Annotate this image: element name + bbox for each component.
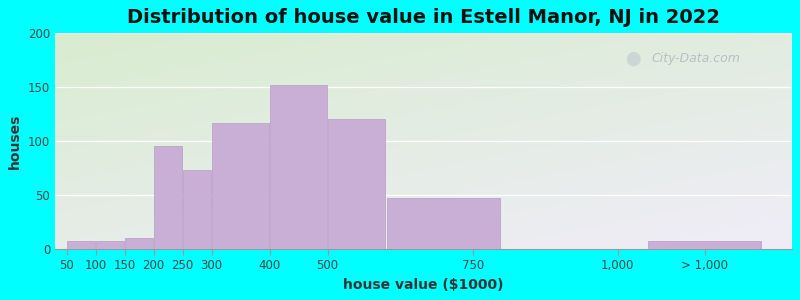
Bar [213,122,269,249]
Bar [387,198,500,249]
Bar [329,119,385,249]
Bar [67,241,95,249]
Title: Distribution of house value in Estell Manor, NJ in 2022: Distribution of house value in Estell Ma… [127,8,720,27]
Text: City-Data.com: City-Data.com [652,52,741,65]
Bar [96,241,124,249]
Bar [154,146,182,249]
X-axis label: house value ($1000): house value ($1000) [343,278,503,292]
Y-axis label: houses: houses [8,113,22,169]
Bar [270,85,326,249]
Bar [648,241,761,249]
Bar [183,170,211,249]
Bar [125,238,153,249]
Text: ⬤: ⬤ [625,52,641,66]
